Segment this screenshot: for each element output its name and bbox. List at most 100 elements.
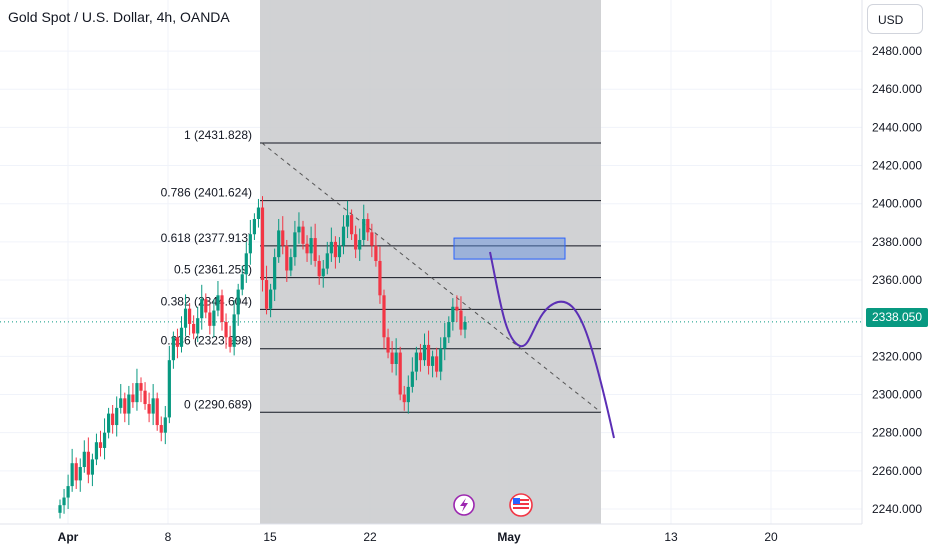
currency-button[interactable]: USD: [867, 4, 923, 34]
candle-body: [90, 459, 94, 475]
candle-body: [297, 226, 301, 233]
candle-body: [260, 207, 265, 281]
candle-body: [317, 260, 321, 277]
price-tick: 2260.000: [872, 464, 922, 478]
candle-body: [102, 432, 107, 448]
fib-label: 1 (2431.828): [184, 128, 252, 142]
time-tick: Apr: [58, 530, 79, 544]
candle-body: [147, 404, 151, 414]
candle-body: [179, 327, 184, 347]
candle-body: [236, 289, 240, 315]
candle-body: [264, 280, 269, 309]
candle-body: [350, 215, 354, 235]
candle-body: [228, 337, 232, 347]
price-tick: 2360.000: [872, 273, 922, 287]
candle-body: [220, 295, 224, 323]
candle-body: [159, 425, 163, 433]
candle-body: [394, 352, 398, 364]
candle-body: [362, 218, 366, 240]
candle-body: [74, 463, 78, 481]
candle-body: [301, 226, 305, 244]
time-tick: 15: [263, 530, 277, 544]
candle-body: [406, 386, 410, 403]
lightning-event-icon[interactable]: [453, 494, 475, 516]
candle-body: [451, 306, 455, 323]
candle-body: [66, 486, 70, 498]
time-tick: 20: [764, 530, 778, 544]
candle-body: [143, 390, 147, 405]
candle-body: [333, 241, 337, 258]
fib-zone-background: [260, 0, 601, 524]
candle-body: [167, 360, 171, 418]
candle-body: [175, 337, 180, 347]
candle-body: [196, 318, 200, 334]
candle-body: [208, 312, 212, 326]
time-tick: 8: [165, 530, 172, 544]
candle-body: [151, 398, 155, 414]
candle-body: [329, 241, 333, 254]
candle-body: [455, 306, 459, 311]
time-tick: 22: [363, 530, 377, 544]
us-flag-event-icon[interactable]: [509, 493, 533, 517]
candle-body: [188, 308, 192, 324]
fib-label: 0.786 (2401.624): [161, 186, 252, 200]
candle-body: [192, 323, 196, 334]
candle-body: [139, 383, 143, 391]
target-zone-box[interactable]: [453, 237, 566, 260]
candle-body: [366, 218, 370, 233]
price-tick: 2480.000: [872, 44, 922, 58]
candle-body: [111, 413, 115, 426]
candle-body: [155, 398, 159, 426]
candle-body: [459, 310, 463, 330]
price-tick: 2300.000: [872, 388, 922, 402]
candle-body: [78, 467, 82, 481]
candle-body: [321, 268, 325, 277]
fib-label: 0 (2290.689): [184, 397, 252, 411]
candle-body: [382, 295, 386, 338]
candle-body: [224, 322, 228, 338]
candle-body: [390, 352, 394, 364]
candle-body: [115, 407, 119, 426]
projection-path: [489, 251, 615, 439]
candle-body: [252, 218, 256, 235]
candle-body: [216, 295, 220, 311]
candle-body: [439, 348, 443, 372]
price-tick: 2400.000: [872, 197, 922, 211]
candle-body: [370, 232, 374, 246]
candle-body: [398, 352, 402, 395]
price-tick: 2240.000: [872, 502, 922, 516]
candle-body: [183, 308, 188, 328]
candle-body: [232, 314, 236, 347]
candle-body: [341, 226, 346, 246]
candle-body: [240, 274, 244, 290]
candle-body: [86, 451, 90, 475]
candle-body: [281, 230, 285, 246]
candle-body: [325, 253, 329, 269]
candle-body: [443, 337, 447, 349]
candle-body: [402, 394, 406, 403]
candle-body: [358, 239, 362, 250]
price-tick: 2420.000: [872, 159, 922, 173]
candle-body: [374, 245, 378, 261]
candle-body: [107, 413, 111, 433]
candle-body: [171, 337, 175, 361]
candle-body: [386, 337, 390, 353]
candle-body: [354, 234, 358, 250]
price-tick: 2440.000: [872, 120, 922, 134]
candle-body: [309, 238, 313, 254]
candle-body: [119, 398, 123, 408]
candle-body: [163, 417, 167, 433]
candle-body: [212, 310, 216, 326]
candle-body: [378, 260, 382, 296]
price-axis: 2240.000 2260.000 2280.000 2300.000 2320.000…: [872, 44, 922, 516]
candle-body: [256, 207, 261, 219]
time-axis: Apr 8 15 22 May 13 20: [58, 530, 778, 544]
candle-body: [277, 230, 281, 258]
candle-body: [422, 344, 427, 361]
candle-body: [58, 505, 62, 513]
candle-body: [435, 356, 439, 372]
price-tick: 2380.000: [872, 235, 922, 249]
candle-body: [345, 215, 350, 227]
candle-body: [127, 394, 131, 414]
